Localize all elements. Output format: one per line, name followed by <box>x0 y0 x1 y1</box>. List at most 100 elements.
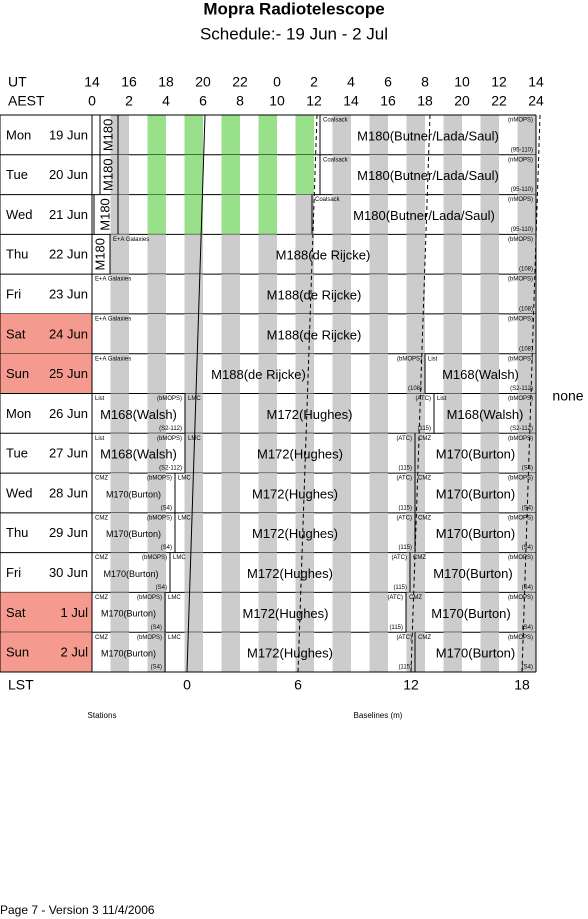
aest-label: AEST <box>8 93 45 109</box>
lst-line <box>410 114 431 673</box>
block-source: CMZ <box>418 436 431 442</box>
block-source: LMC <box>188 396 201 402</box>
aest-tick-label: 8 <box>236 93 244 109</box>
hour-stripe <box>184 234 203 275</box>
hour-stripe <box>369 473 388 513</box>
hour-stripe <box>184 512 203 553</box>
hour-stripe <box>258 274 277 314</box>
hour-stripe <box>406 115 425 155</box>
aest-tick-label: 2 <box>125 93 133 109</box>
lst-label: LST <box>8 677 34 693</box>
hour-stripe <box>147 234 166 275</box>
block-config: (S4) <box>156 585 167 591</box>
hour-stripe <box>443 353 462 394</box>
hour-stripe <box>369 194 388 235</box>
hour-stripe <box>110 592 129 633</box>
hour-stripe <box>406 433 425 474</box>
green-stripe <box>147 194 166 235</box>
hour-stripe <box>295 512 314 553</box>
block-project: M170(Burton) <box>106 529 161 539</box>
block-backend: (bMOPS) <box>147 515 172 521</box>
title: Mopra Radiotelescope <box>203 0 384 18</box>
day-label: Sat <box>6 326 26 341</box>
lst-line <box>521 114 541 673</box>
aest-tick-label: 16 <box>380 93 396 109</box>
block-config: (115) <box>398 505 412 511</box>
block-config: (95-110) <box>511 227 533 233</box>
block-backend: (nMOPS) <box>508 118 533 124</box>
aest-tick-label: 22 <box>491 93 507 109</box>
hour-stripe <box>480 274 499 314</box>
hour-stripe <box>147 313 166 354</box>
hour-stripe <box>332 154 351 195</box>
day-label: Fri <box>6 286 21 301</box>
hour-stripe <box>517 433 536 474</box>
block-project: M170(Burton) <box>436 526 515 541</box>
hour-stripe <box>147 473 166 513</box>
block-source: List <box>95 436 105 442</box>
weekend-cell <box>0 592 92 633</box>
block-backend: (nMOPS) <box>508 197 533 203</box>
hour-stripe <box>332 393 351 434</box>
hour-stripe <box>369 512 388 553</box>
lst-line <box>186 114 206 673</box>
block-backend: (bMOPS) <box>508 595 533 601</box>
hour-stripe <box>110 154 129 195</box>
hour-stripe <box>480 592 499 633</box>
hour-stripe <box>184 592 203 633</box>
day-label: Thu <box>6 247 28 262</box>
date-label: 25 Jun <box>49 366 88 381</box>
block-project: M180 <box>92 238 107 271</box>
ut-tick-label: 2 <box>310 74 318 90</box>
date-label: 19 Jun <box>49 127 88 142</box>
block-project: M170(Burton) <box>106 489 161 499</box>
block-config: (115) <box>398 545 412 551</box>
block-config: (S4) <box>522 665 533 671</box>
hour-stripe <box>332 552 351 593</box>
block-config: (115) <box>393 585 407 591</box>
ut-tick-label: 16 <box>121 74 137 90</box>
block-backend: (bMOPS) <box>157 396 182 402</box>
block-project: M180(Butner/Lada/Saul) <box>353 208 495 223</box>
block-project: M172(Hughes) <box>252 486 338 501</box>
block-source: CMZ <box>418 476 431 482</box>
hour-stripe <box>184 353 203 394</box>
green-stripe <box>184 115 203 155</box>
block-backend: (nMOPS) <box>508 157 533 163</box>
block-config: (S2-112) <box>159 426 182 432</box>
hour-stripe <box>480 552 499 593</box>
hour-stripe <box>110 433 129 474</box>
hour-stripe <box>443 154 462 195</box>
block-project: M170(Burton) <box>436 486 515 501</box>
hour-stripe <box>517 473 536 513</box>
hour-stripe <box>221 234 240 275</box>
hour-stripe <box>517 234 536 275</box>
block-backend: (bMOPS) <box>147 476 172 482</box>
block-project: M170(Burton) <box>436 646 515 661</box>
block-project: M188(de Rijcke) <box>267 287 362 302</box>
block-source: CMZ <box>95 476 108 482</box>
hour-stripe <box>369 632 388 672</box>
hour-stripe <box>443 115 462 155</box>
hour-stripe <box>406 552 425 593</box>
block-source: List <box>428 356 438 362</box>
hour-stripe <box>295 313 314 354</box>
day-label: Mon <box>6 127 31 142</box>
hour-stripe <box>369 234 388 275</box>
ut-tick-label: 14 <box>528 74 544 90</box>
block-project: M188(de Rijcke) <box>211 367 306 382</box>
hour-stripe <box>517 194 536 235</box>
hour-stripe <box>221 512 240 553</box>
block-config: (115) <box>398 665 412 671</box>
hour-stripe <box>369 552 388 593</box>
block-backend: (ATC) <box>396 476 412 482</box>
block-backend: (ATC) <box>387 595 403 601</box>
block-source: CMZ <box>418 515 431 521</box>
block-backend: (bMOPS) <box>508 277 533 283</box>
hour-stripe <box>110 552 129 593</box>
date-label: 2 Jul <box>61 645 89 660</box>
block-source: CMZ <box>418 635 431 641</box>
hour-stripe <box>406 194 425 235</box>
page-footer: Page 7 - Version 3 11/4/2006 <box>0 903 155 917</box>
aest-tick-label: 18 <box>417 93 433 109</box>
